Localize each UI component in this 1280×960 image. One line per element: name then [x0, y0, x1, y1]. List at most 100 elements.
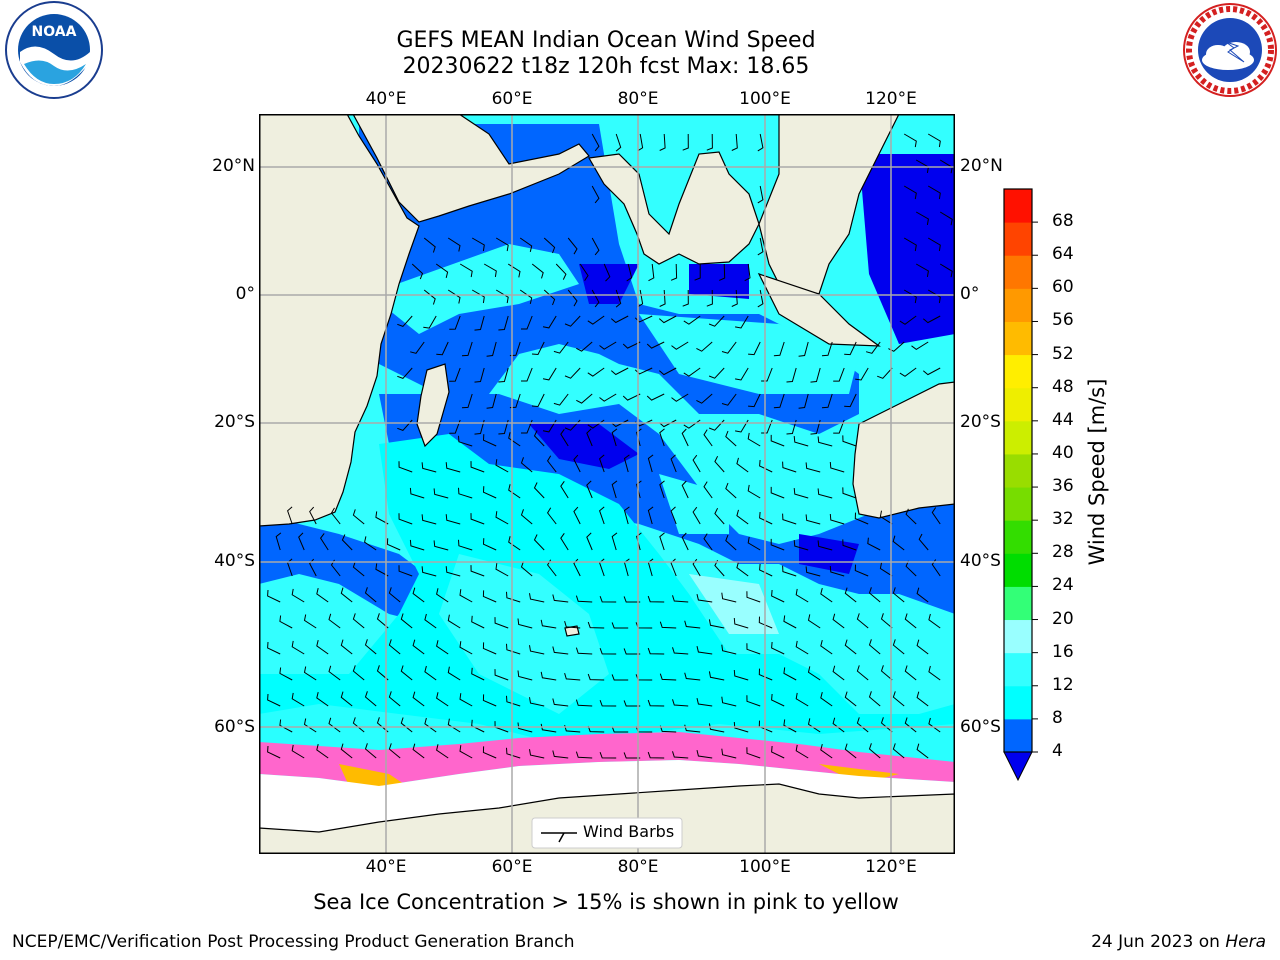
wind-barb [820, 743, 833, 759]
wind-barb [736, 509, 749, 525]
wind-barb [681, 480, 689, 499]
wind-barb [495, 511, 509, 525]
wind-barb [681, 428, 689, 447]
wind-barb [721, 748, 737, 759]
wind-barb [659, 673, 677, 681]
wind-barb [817, 488, 833, 499]
colorbar-tick-label: 52 [1052, 343, 1074, 364]
wind-barb [916, 691, 929, 707]
wind-barb [757, 237, 764, 256]
wind-barb [519, 237, 533, 253]
lon-label-top-60e: 60°E [491, 89, 533, 109]
wind-barb [267, 693, 281, 707]
colorbar-swatch [1004, 487, 1032, 521]
wind-barb [786, 367, 797, 383]
wind-barb [459, 263, 473, 278]
colorbar-swatch [1004, 189, 1032, 223]
wind-barb [758, 668, 773, 681]
wind-barb [877, 367, 893, 379]
wind-barb [474, 315, 485, 331]
wind-barb [694, 264, 701, 281]
wind-barb [364, 691, 377, 707]
wind-speed-map [259, 114, 955, 854]
wind-barb [805, 462, 821, 473]
wind-barb [922, 315, 941, 324]
wind-barb [412, 587, 425, 603]
wind-barb [375, 511, 389, 525]
wind-barb [470, 565, 485, 577]
wind-barb [916, 743, 929, 759]
colorbar-swatch [1004, 685, 1032, 720]
wind-barb [903, 289, 917, 304]
legend [531, 817, 683, 849]
wind-barb [747, 536, 761, 551]
wind-barb [731, 133, 738, 151]
wind-barb [647, 699, 665, 707]
wind-barb [546, 455, 557, 473]
wind-barb [436, 588, 449, 603]
wind-barb [658, 367, 677, 376]
wind-barb [552, 594, 569, 603]
wind-barb [470, 461, 485, 473]
wind-barb [611, 622, 629, 629]
wind-barb [714, 455, 725, 473]
wind-barb [646, 393, 665, 401]
wind-barb [540, 723, 557, 733]
wind-barb [400, 613, 413, 629]
wind-barb [567, 237, 578, 255]
wind-barb [634, 367, 653, 375]
wind-barb [316, 587, 329, 603]
wind-barb [436, 341, 449, 356]
colorbar-tick-label: 36 [1052, 476, 1074, 497]
wind-barb [844, 743, 857, 759]
wind-barb [400, 665, 413, 681]
wind-barb [309, 558, 317, 577]
wind-barb [696, 697, 713, 707]
wind-barb [798, 393, 809, 409]
wind-barb [786, 419, 797, 435]
wind-barb [364, 743, 377, 759]
wind-barb [795, 744, 809, 759]
wind-barb [659, 428, 665, 447]
wind-barb [611, 428, 618, 447]
wind-barb [376, 717, 389, 733]
wind-barb [495, 459, 509, 473]
wind-barb [375, 563, 389, 577]
wind-barb [482, 694, 497, 707]
wind-barb [735, 419, 749, 433]
wind-barb [868, 743, 881, 759]
wind-barb [575, 647, 593, 655]
wind-barb [517, 722, 533, 733]
wind-barb [903, 133, 917, 148]
wind-barb [520, 509, 533, 525]
wind-barb [904, 613, 917, 629]
wind-barb [670, 558, 677, 577]
wind-barb [603, 263, 611, 282]
wind-barb [543, 289, 556, 306]
wind-barb [388, 743, 401, 759]
wind-barb [309, 506, 317, 525]
wind-barb [521, 419, 533, 434]
wind-barb [398, 565, 413, 577]
wind-barb [495, 289, 509, 304]
lon-label-bottom-60e: 60°E [491, 857, 533, 877]
lon-label-top-100e: 100°E [739, 89, 791, 109]
colorbar-swatch [1004, 255, 1032, 289]
wind-barb [340, 639, 353, 655]
lon-label-top-80e: 80°E [617, 89, 659, 109]
wind-barb [552, 750, 569, 759]
colorbar-swatch [1004, 321, 1032, 356]
lat-label-left-20s: 20°S [214, 412, 255, 432]
wind-barb [659, 532, 665, 551]
wind-barb [770, 434, 785, 447]
wind-barb [771, 641, 785, 655]
wind-barb [708, 315, 725, 327]
wind-barb [829, 461, 845, 473]
colorbar-swatch [1004, 520, 1032, 554]
wind-barb [748, 341, 761, 356]
wind-barb [436, 692, 449, 707]
wind-barb [560, 481, 569, 499]
wind-barb [810, 419, 821, 435]
wind-barb [783, 719, 797, 733]
wind-barb [892, 587, 905, 603]
